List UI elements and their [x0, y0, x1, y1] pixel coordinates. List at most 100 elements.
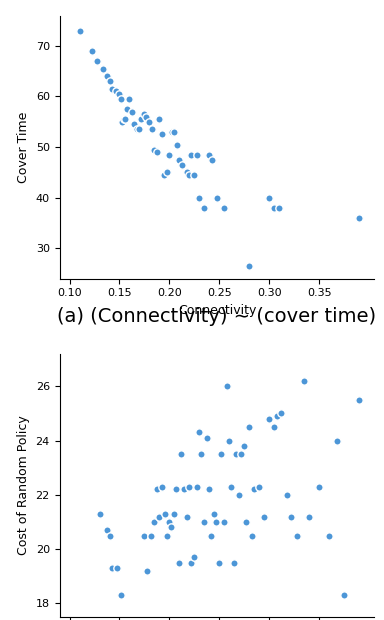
- Point: [164, 531, 170, 541]
- Point: [129, 107, 136, 117]
- Point: [262, 512, 268, 521]
- Point: [169, 523, 175, 533]
- Point: [88, 46, 94, 56]
- Point: [171, 509, 177, 519]
- Point: [209, 155, 215, 165]
- Point: [278, 409, 285, 419]
- Point: [184, 167, 190, 177]
- Point: [196, 193, 202, 203]
- Point: [237, 490, 243, 500]
- Y-axis label: Cover Time: Cover Time: [17, 112, 30, 183]
- Y-axis label: Cost of Random Policy: Cost of Random Policy: [17, 415, 30, 556]
- Point: [141, 531, 147, 541]
- Point: [138, 114, 144, 124]
- Point: [126, 94, 132, 104]
- X-axis label: Connectivity: Connectivity: [178, 304, 256, 317]
- Point: [143, 112, 149, 122]
- Point: [356, 395, 362, 405]
- Point: [271, 422, 278, 432]
- Point: [121, 114, 127, 124]
- Point: [285, 490, 291, 500]
- Point: [211, 509, 217, 519]
- Point: [176, 558, 182, 568]
- Point: [228, 482, 235, 492]
- Point: [113, 86, 119, 96]
- Point: [301, 376, 308, 386]
- Point: [196, 428, 202, 438]
- Point: [136, 125, 142, 135]
- Point: [93, 56, 99, 66]
- Point: [166, 149, 172, 159]
- Point: [118, 590, 124, 600]
- Point: [103, 71, 109, 81]
- Point: [76, 25, 83, 35]
- Point: [174, 484, 180, 494]
- Point: [334, 436, 341, 446]
- Point: [141, 109, 147, 119]
- Point: [156, 114, 162, 124]
- Point: [206, 149, 212, 159]
- Point: [233, 449, 240, 459]
- Point: [191, 552, 197, 562]
- Point: [131, 119, 137, 129]
- Point: [199, 449, 205, 459]
- Point: [186, 482, 192, 492]
- Point: [109, 563, 116, 573]
- Point: [159, 482, 166, 492]
- Point: [146, 117, 152, 126]
- Point: [306, 512, 313, 521]
- Point: [122, 114, 129, 124]
- Point: [186, 170, 192, 180]
- Point: [119, 117, 126, 126]
- Point: [118, 94, 124, 104]
- Point: [159, 130, 166, 140]
- Point: [194, 482, 200, 492]
- Point: [204, 433, 210, 443]
- Point: [116, 89, 122, 99]
- Point: [227, 436, 233, 446]
- Point: [106, 76, 113, 86]
- Point: [181, 484, 187, 494]
- Point: [154, 147, 161, 157]
- Point: [191, 170, 197, 180]
- Point: [148, 531, 154, 541]
- Point: [243, 517, 250, 527]
- Point: [247, 422, 253, 432]
- Point: [161, 170, 167, 180]
- Point: [201, 517, 207, 527]
- Point: [114, 563, 121, 573]
- Point: [232, 558, 238, 568]
- Point: [124, 104, 131, 114]
- Point: [295, 531, 301, 541]
- Point: [99, 64, 106, 74]
- Point: [276, 203, 283, 213]
- Point: [266, 193, 273, 203]
- Point: [144, 566, 151, 576]
- Point: [189, 558, 195, 568]
- Point: [271, 203, 278, 213]
- Point: [214, 517, 220, 527]
- Point: [249, 531, 255, 541]
- Point: [252, 484, 258, 494]
- Point: [109, 84, 116, 94]
- Point: [164, 167, 170, 177]
- Point: [274, 411, 280, 421]
- Point: [184, 512, 190, 521]
- Point: [288, 512, 295, 521]
- Point: [356, 213, 362, 223]
- Point: [341, 590, 348, 600]
- Point: [151, 517, 157, 527]
- Point: [316, 482, 323, 492]
- Point: [103, 525, 109, 535]
- Point: [171, 127, 177, 137]
- Point: [201, 203, 207, 213]
- Point: [222, 517, 228, 527]
- Point: [179, 160, 185, 170]
- Point: [176, 155, 182, 165]
- Point: [209, 531, 215, 541]
- Point: [106, 531, 113, 541]
- Point: [166, 517, 172, 527]
- Point: [154, 484, 161, 494]
- Point: [326, 531, 333, 541]
- Point: [257, 482, 263, 492]
